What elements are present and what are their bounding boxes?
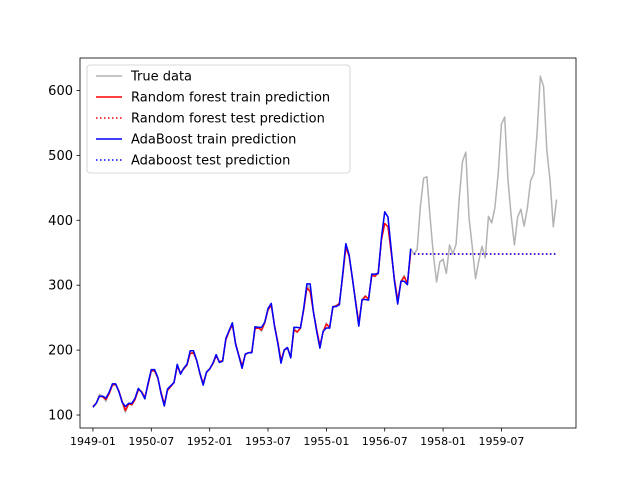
axes-frame [79, 57, 577, 429]
y-tick-label: 300 [48, 279, 73, 294]
legend-label: Random forest train prediction [131, 91, 330, 106]
y-tick-label: 100 [48, 409, 73, 424]
axes: 100 200 300 400 500 600 1949-01 1950-07 1952-01 1… [48, 57, 577, 448]
series-lines [92, 75, 558, 414]
legend-label: Adaboost test prediction [131, 154, 290, 169]
legend: True data Random forest train prediction R… [86, 64, 351, 174]
x-tick-label: 1959-07 [478, 435, 524, 448]
series-line-3 [92, 211, 412, 408]
y-tick-label: 600 [48, 84, 73, 99]
legend-label: Random forest test prediction [131, 112, 325, 127]
x-tick-label: 1953-07 [245, 435, 291, 448]
y-tick-label: 400 [48, 214, 73, 229]
legend-box [86, 64, 351, 174]
x-tick-label: 1952-01 [187, 435, 233, 448]
legend-label: True data [130, 70, 192, 85]
x-tick-label: 1955-01 [303, 435, 349, 448]
y-tick-label: 500 [48, 149, 73, 164]
x-tick-label: 1950-07 [128, 435, 174, 448]
x-tick-label: 1949-01 [70, 435, 116, 448]
legend-label: AdaBoost train prediction [131, 133, 296, 148]
x-tick-label: 1956-07 [362, 435, 408, 448]
y-tick-label: 200 [48, 344, 73, 359]
x-tick-label: 1958-01 [420, 435, 466, 448]
